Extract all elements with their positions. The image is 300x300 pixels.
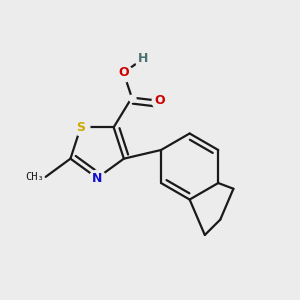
- Text: O: O: [154, 94, 165, 107]
- Text: H: H: [137, 52, 148, 65]
- Text: O: O: [118, 66, 129, 79]
- Text: CH₃: CH₃: [25, 172, 44, 182]
- Text: S: S: [76, 121, 85, 134]
- Text: N: N: [92, 172, 102, 184]
